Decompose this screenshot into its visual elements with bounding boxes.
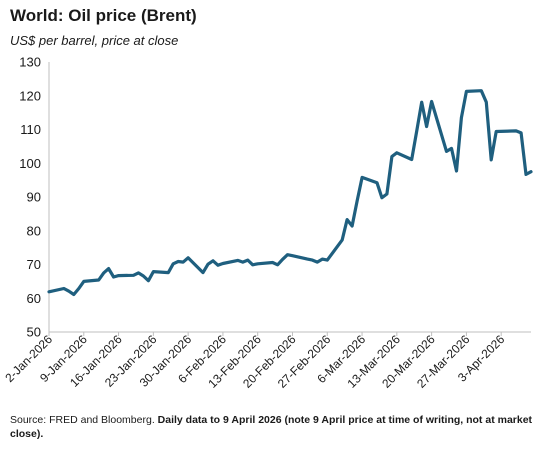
source-note: Source: FRED and Bloomberg. Daily data t…	[10, 413, 538, 441]
y-tick-label: 90	[27, 190, 41, 205]
y-tick-label: 60	[27, 291, 41, 306]
y-tick-label: 80	[27, 223, 41, 238]
series-line	[47, 89, 533, 297]
y-tick-label: 130	[19, 55, 41, 70]
y-tick-label: 110	[20, 122, 41, 137]
y-tick-label: 120	[19, 88, 41, 103]
y-tick-label: 100	[19, 156, 41, 171]
source-detail: Daily data to 9 April 2026 (note 9 April…	[10, 414, 533, 440]
series-group	[47, 89, 533, 297]
chart-title: World: Oil price (Brent)	[10, 6, 197, 25]
y-tick-label: 50	[27, 325, 41, 340]
y-axis: 50 60 70 80 90 100 110 120 130	[19, 55, 50, 340]
line-chart: 50 60 70 80 90 100 110 120 130 2-Jan-20269-Jan-2…	[2, 55, 533, 391]
source-prefix: Source: FRED and Bloomberg.	[10, 414, 158, 426]
chart-subtitle: US$ per barrel, price at close	[10, 33, 179, 48]
y-tick-label: 70	[27, 257, 41, 272]
x-axis: 2-Jan-20269-Jan-202616-Jan-202623-Jan-20…	[2, 331, 531, 391]
